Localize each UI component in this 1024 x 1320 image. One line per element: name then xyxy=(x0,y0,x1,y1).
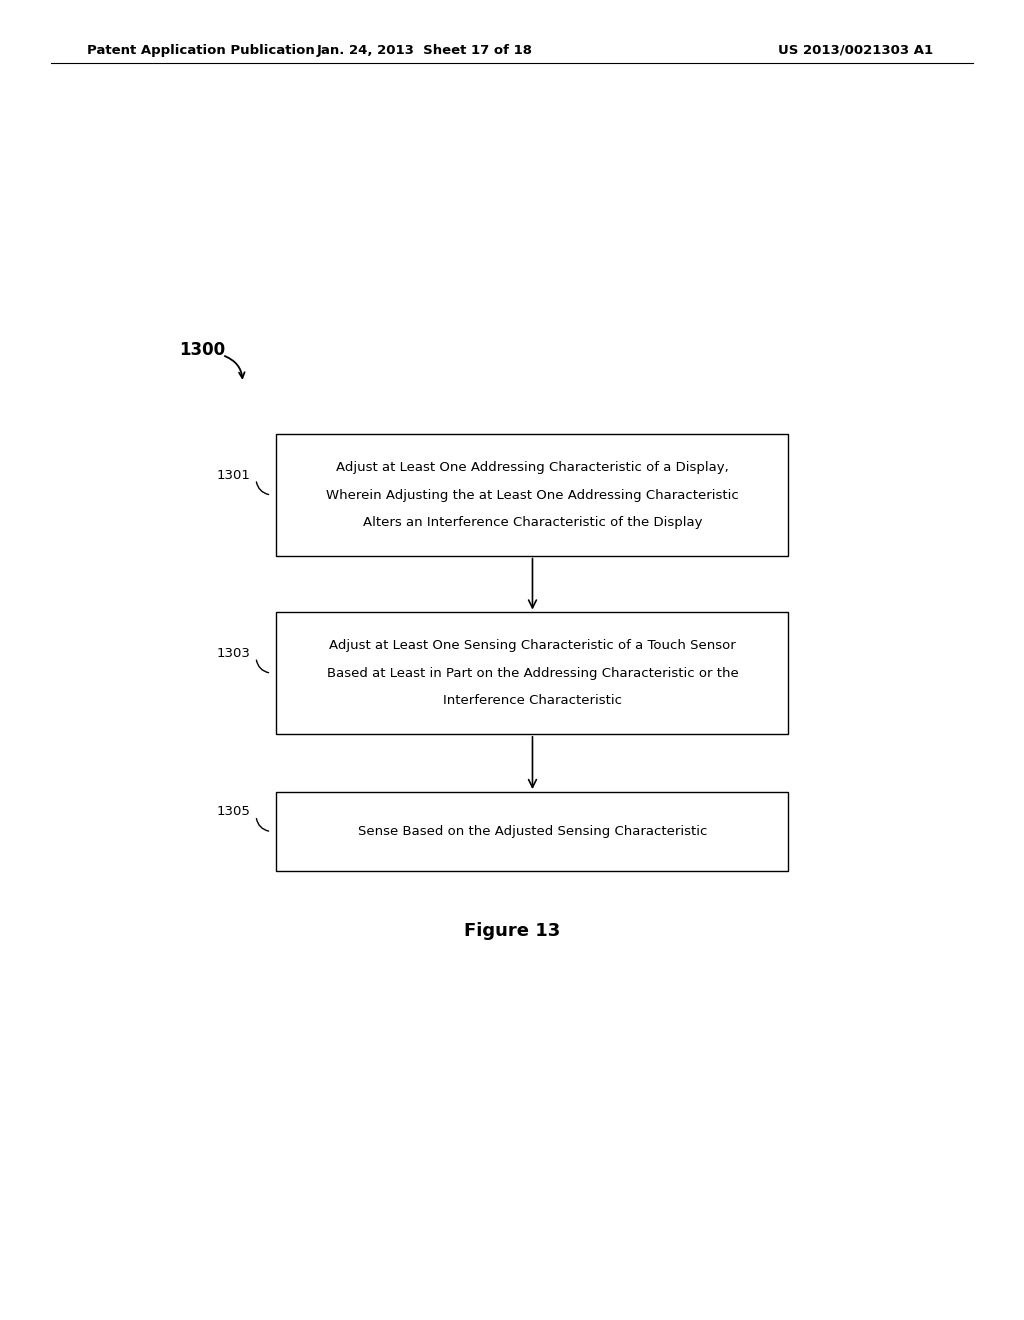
Text: Adjust at Least One Sensing Characteristic of a Touch Sensor: Adjust at Least One Sensing Characterist… xyxy=(329,639,736,652)
Text: Adjust at Least One Addressing Characteristic of a Display,: Adjust at Least One Addressing Character… xyxy=(336,461,729,474)
Text: Interference Characteristic: Interference Characteristic xyxy=(443,694,622,708)
Text: 1303: 1303 xyxy=(217,647,251,660)
Text: Wherein Adjusting the at Least One Addressing Characteristic: Wherein Adjusting the at Least One Addre… xyxy=(326,488,739,502)
FancyBboxPatch shape xyxy=(276,792,788,871)
Text: 1300: 1300 xyxy=(179,341,225,359)
Text: Sense Based on the Adjusted Sensing Characteristic: Sense Based on the Adjusted Sensing Char… xyxy=(357,825,708,838)
Text: Figure 13: Figure 13 xyxy=(464,921,560,940)
FancyBboxPatch shape xyxy=(276,612,788,734)
Text: 1305: 1305 xyxy=(217,805,251,818)
Text: 1301: 1301 xyxy=(217,469,251,482)
Text: Based at Least in Part on the Addressing Characteristic or the: Based at Least in Part on the Addressing… xyxy=(327,667,738,680)
Text: US 2013/0021303 A1: US 2013/0021303 A1 xyxy=(778,44,933,57)
FancyBboxPatch shape xyxy=(276,434,788,556)
Text: Jan. 24, 2013  Sheet 17 of 18: Jan. 24, 2013 Sheet 17 of 18 xyxy=(317,44,532,57)
Text: Patent Application Publication: Patent Application Publication xyxy=(87,44,314,57)
Text: Alters an Interference Characteristic of the Display: Alters an Interference Characteristic of… xyxy=(362,516,702,529)
